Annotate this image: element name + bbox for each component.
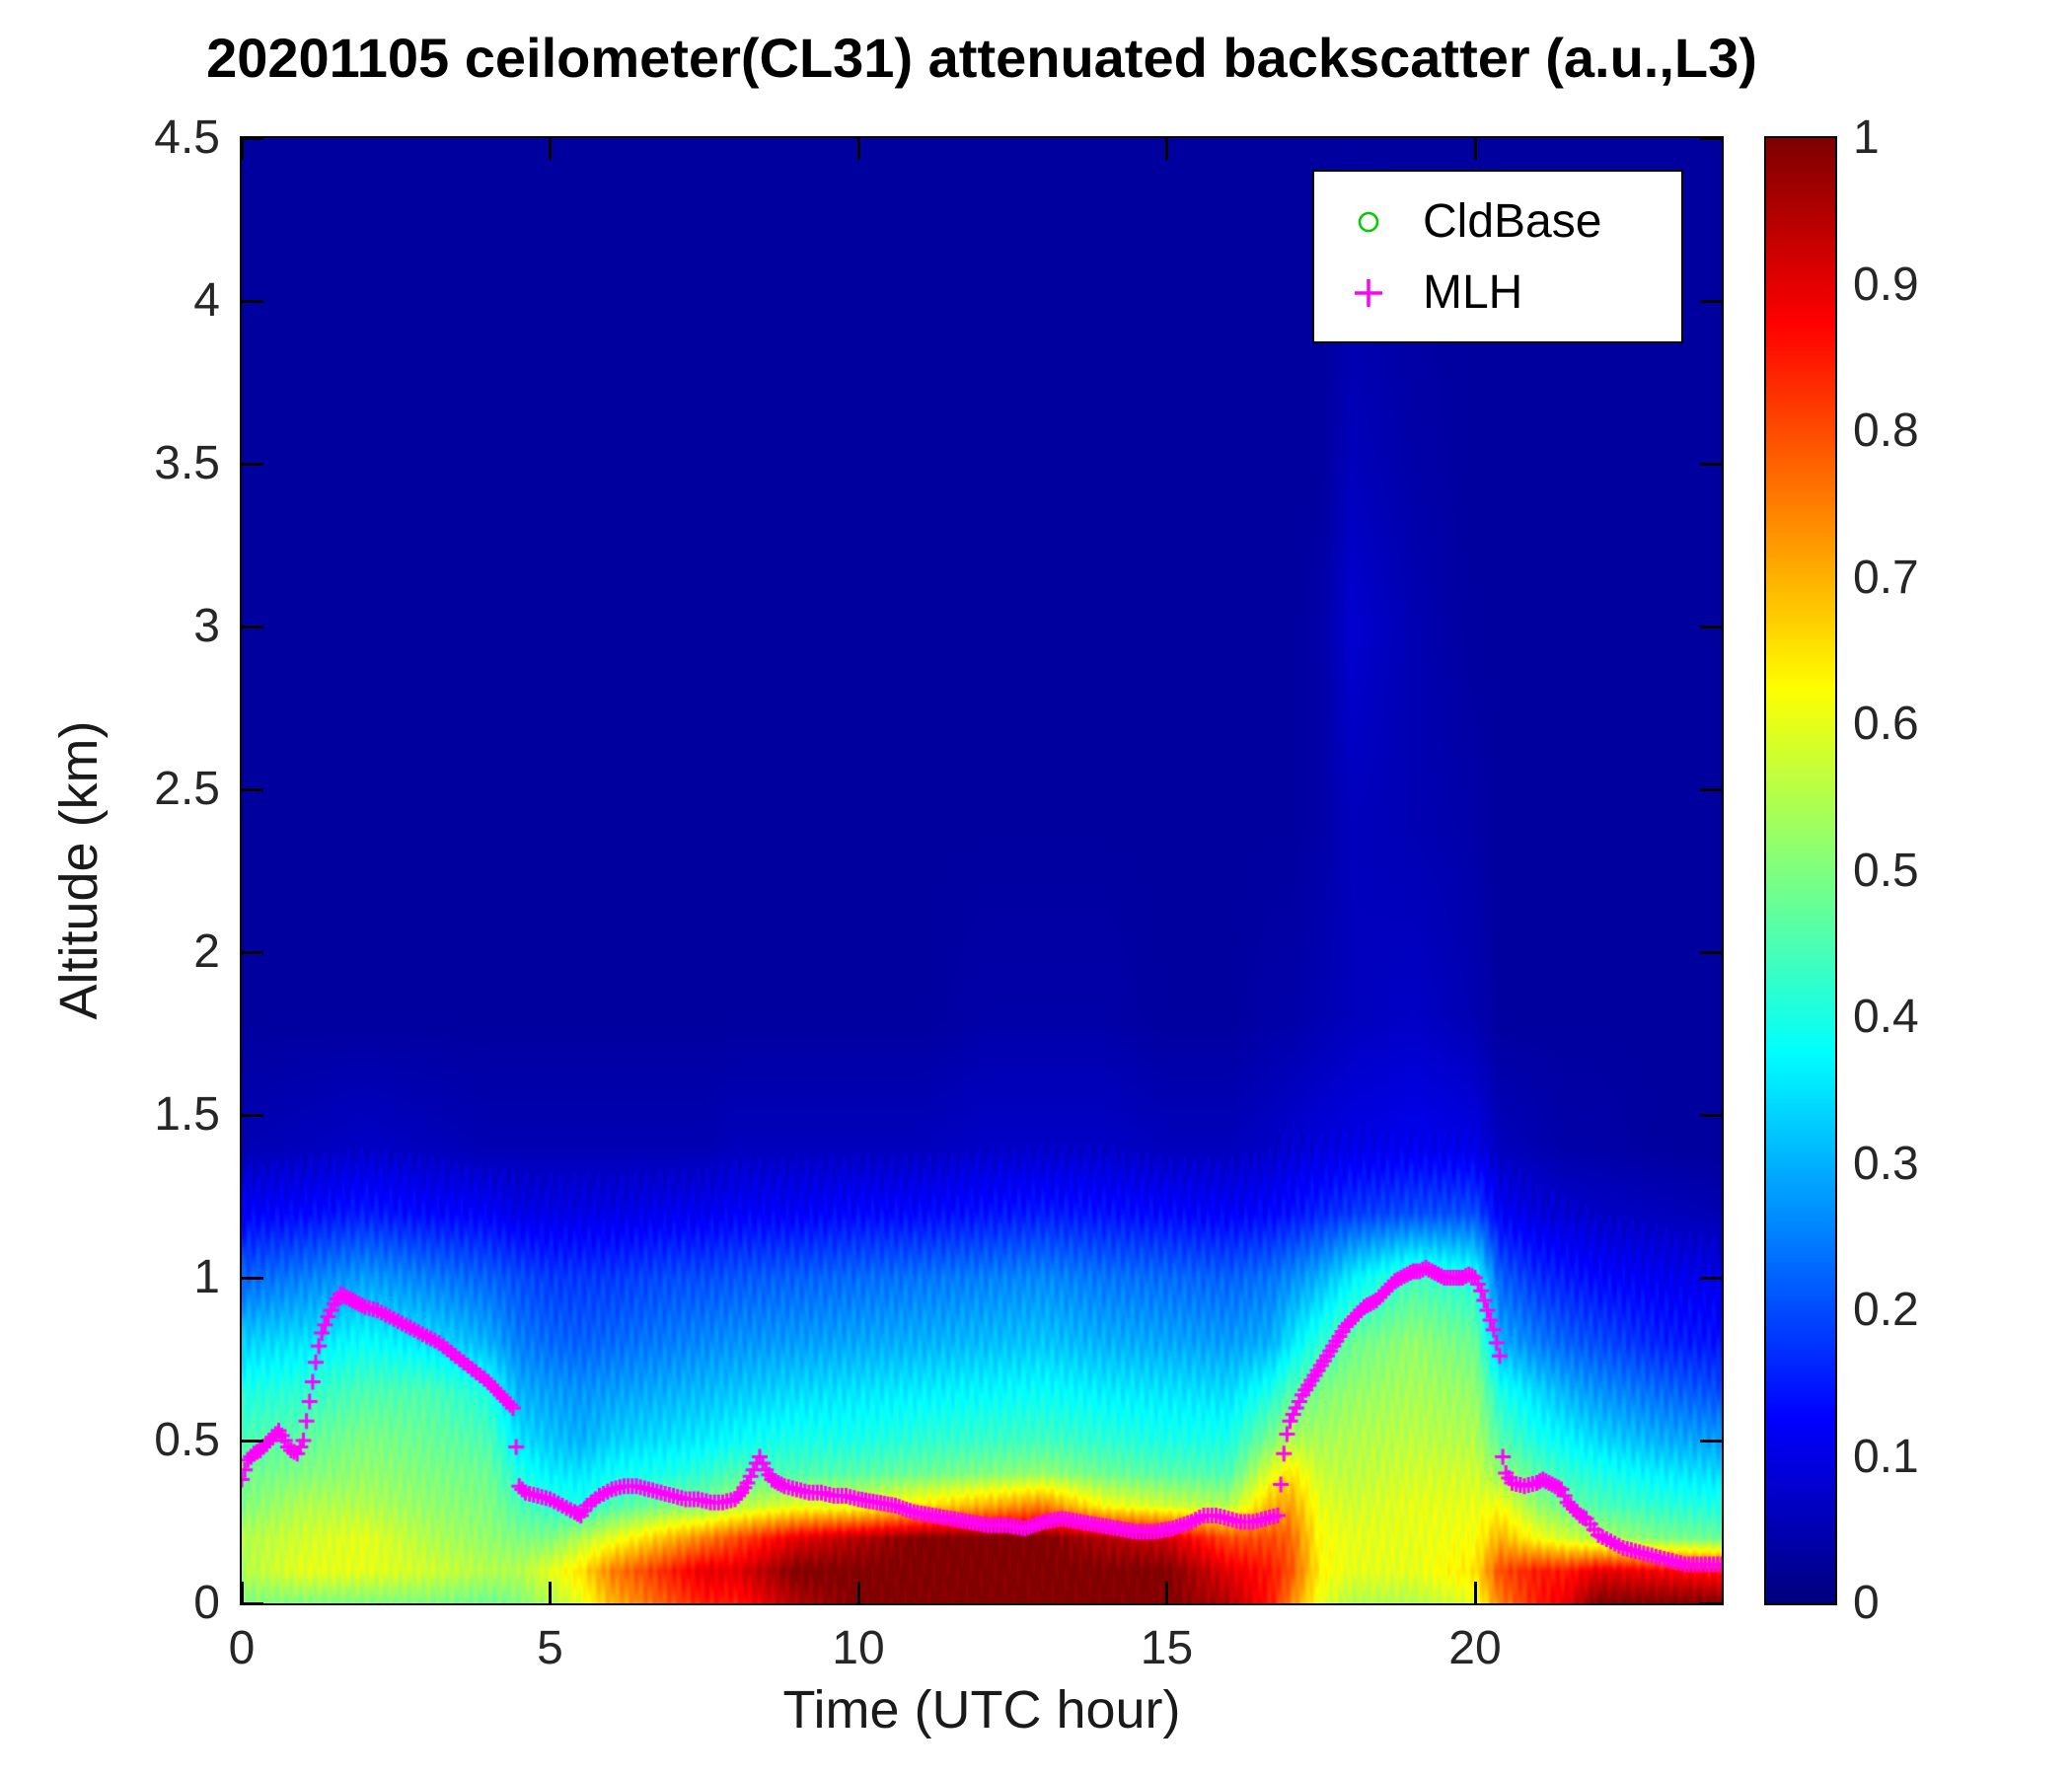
colorbar-tick-label: 0.8 (1853, 405, 1919, 457)
x-tick-mark (1473, 1582, 1477, 1603)
colorbar-tick-label: 0.9 (1853, 258, 1919, 311)
colorbar-tick-label: 0.5 (1853, 844, 1919, 897)
y-tick-mark-right (1700, 787, 1722, 791)
mlh-marker-icon (1314, 268, 1423, 316)
legend-label-mlh: MLH (1423, 265, 1523, 319)
x-tick-mark (1165, 1582, 1168, 1603)
y-tick-mark (242, 1439, 263, 1443)
colorbar-tick-label: 0.7 (1853, 551, 1919, 604)
legend: CldBase MLH (1312, 170, 1683, 343)
x-tick-label: 10 (832, 1622, 885, 1674)
y-tick-mark-right (1700, 1439, 1722, 1443)
y-tick-label: 4.5 (154, 111, 220, 164)
y-tick-mark-right (1700, 462, 1722, 466)
colorbar-border (1764, 136, 1837, 1605)
y-tick-mark (242, 625, 263, 629)
y-tick-label: 1.5 (154, 1088, 220, 1141)
y-tick-label: 3 (193, 600, 220, 652)
y-tick-mark (242, 1276, 263, 1280)
x-tick-mark-top (856, 138, 860, 160)
y-tick-mark-right (1700, 1601, 1722, 1605)
x-tick-mark-top (1473, 138, 1477, 160)
y-tick-label: 2 (193, 925, 220, 978)
y-tick-label: 0.5 (154, 1414, 220, 1466)
y-tick-mark-right (1700, 136, 1722, 140)
x-tick-label: 20 (1448, 1622, 1502, 1674)
x-tick-mark-top (1165, 138, 1168, 160)
mlh-markers-canvas (242, 138, 1722, 1603)
legend-item-mlh: MLH (1314, 257, 1681, 328)
legend-item-cldbase: CldBase (1314, 185, 1681, 257)
x-tick-label: 5 (537, 1622, 563, 1674)
y-tick-mark (242, 787, 263, 791)
legend-label-cldbase: CldBase (1423, 194, 1602, 248)
y-tick-mark-right (1700, 1276, 1722, 1280)
colorbar-tick-label: 0.3 (1853, 1137, 1919, 1190)
colorbar-tick-label: 1 (1853, 111, 1880, 164)
x-tick-mark-top (549, 138, 552, 160)
x-tick-mark (549, 1582, 552, 1603)
y-tick-mark (242, 136, 263, 140)
y-tick-mark (242, 299, 263, 303)
x-tick-mark (240, 1582, 244, 1603)
y-tick-mark (242, 462, 263, 466)
chart-title: 20201105 ceilometer(CL31) attenuated bac… (206, 27, 1757, 89)
colorbar-tick-label: 0.4 (1853, 991, 1919, 1043)
colorbar-tick-label: 0.2 (1853, 1284, 1919, 1336)
x-axis-label: Time (UTC hour) (782, 1680, 1181, 1739)
y-tick-mark-right (1700, 625, 1722, 629)
colorbar-tick-label: 0 (1853, 1577, 1880, 1629)
colorbar-tick-label: 0.6 (1853, 698, 1919, 750)
y-tick-label: 1 (193, 1251, 220, 1303)
y-tick-label: 0 (193, 1577, 220, 1629)
colorbar-tick-label: 0.1 (1853, 1430, 1919, 1483)
x-tick-label: 15 (1140, 1622, 1194, 1674)
x-tick-mark-top (240, 138, 244, 160)
y-tick-label: 4 (193, 274, 220, 327)
x-tick-label: 0 (228, 1622, 256, 1674)
y-tick-label: 2.5 (154, 763, 220, 815)
x-tick-mark (856, 1582, 860, 1603)
y-tick-mark-right (1700, 1113, 1722, 1117)
y-tick-label: 3.5 (154, 437, 220, 489)
y-tick-mark (242, 1601, 263, 1605)
y-tick-mark-right (1700, 950, 1722, 954)
y-tick-mark (242, 950, 263, 954)
cldbase-marker-icon (1314, 197, 1423, 245)
y-tick-mark-right (1700, 299, 1722, 303)
colorbar-canvas (1766, 138, 1835, 1603)
y-tick-mark (242, 1113, 263, 1117)
